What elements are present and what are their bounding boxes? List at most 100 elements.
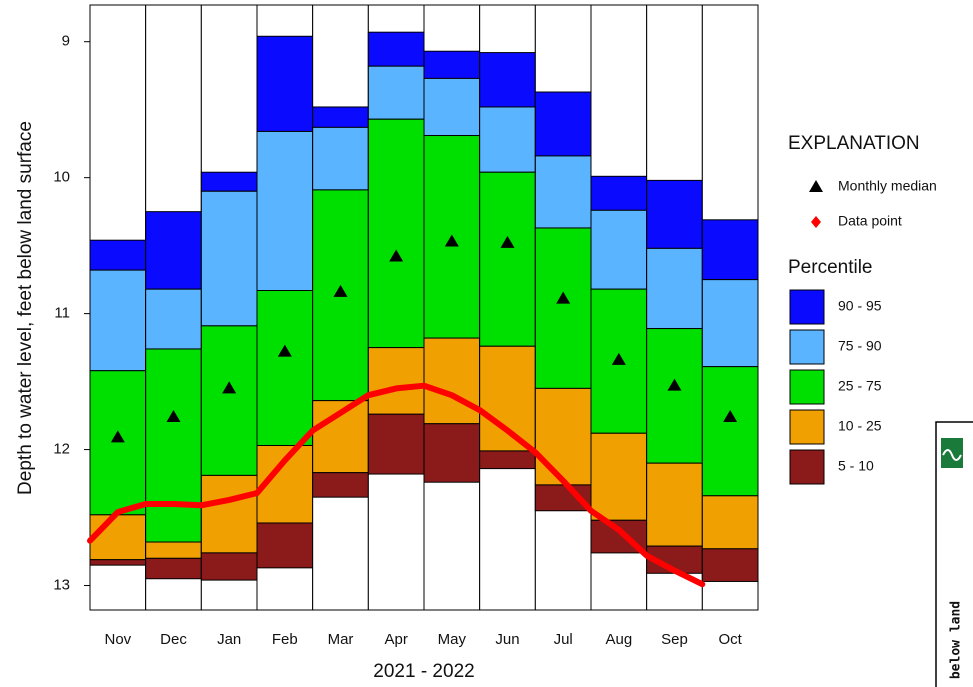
- median-marker: [723, 409, 738, 422]
- percentile-band: [479, 345, 536, 452]
- percentile-band: [145, 211, 202, 290]
- x-tick-label: Nov: [104, 631, 131, 648]
- median-marker: [611, 352, 626, 365]
- side-panel-text: below land: [949, 601, 964, 679]
- x-tick-label: Jan: [217, 631, 241, 648]
- percentile-band: [646, 247, 703, 330]
- percentile-band: [367, 118, 425, 349]
- percentile-band: [89, 239, 147, 271]
- legend-swatch: [789, 369, 825, 405]
- legend-label: 75 - 90: [838, 338, 882, 354]
- percentile-band: [701, 279, 759, 368]
- percentile-band: [479, 106, 536, 173]
- x-tick-label: Mar: [328, 631, 354, 648]
- percentile-band: [423, 50, 481, 79]
- percentile-band: [479, 52, 536, 108]
- percentile-band: [590, 175, 648, 211]
- x-tick-label: Dec: [160, 631, 187, 648]
- percentile-band: [89, 370, 147, 516]
- side-panel-logo-wave: [942, 449, 962, 461]
- legend-label: Monthly median: [838, 178, 937, 194]
- plot-frame: [89, 4, 759, 611]
- median-marker: [667, 378, 682, 391]
- legend-label: 25 - 75: [838, 378, 882, 394]
- median-marker: [222, 381, 237, 394]
- y-tick-label: 11: [54, 305, 70, 322]
- percentile-band: [145, 541, 202, 559]
- percentile-band: [423, 77, 481, 137]
- y-tick-label: 12: [53, 441, 70, 458]
- percentile-band: [256, 35, 314, 132]
- percentile-band: [89, 514, 147, 561]
- percentile-band: [312, 472, 369, 498]
- percentile-band: [256, 290, 314, 446]
- y-axis-title: Depth to water level, feet below land su…: [15, 121, 36, 495]
- percentile-band: [701, 366, 759, 497]
- median-marker: [333, 284, 348, 297]
- percentile-band: [89, 559, 147, 566]
- median-marker: [556, 291, 571, 304]
- x-tick-label: Feb: [272, 631, 298, 648]
- x-tick-label: May: [438, 631, 467, 648]
- percentile-band: [256, 522, 314, 569]
- percentile-band: [590, 209, 648, 290]
- x-tick-label: Jul: [554, 631, 573, 648]
- percentile-band: [646, 328, 703, 464]
- percentile-band: [367, 65, 425, 120]
- legend-median-marker: [809, 180, 823, 192]
- legend-label: 90 - 95: [838, 298, 882, 314]
- percentile-band: [367, 31, 425, 67]
- legend-data-marker: [811, 216, 821, 228]
- median-marker: [277, 344, 292, 357]
- side-panel: below land: [935, 421, 973, 687]
- percentile-band: [701, 219, 759, 281]
- percentile-band: [256, 130, 314, 292]
- median-marker: [110, 430, 125, 443]
- percentile-band: [312, 106, 369, 128]
- percentile-band: [590, 432, 648, 521]
- y-tick-label: 13: [53, 576, 70, 593]
- percentile-band: [646, 179, 703, 249]
- percentile-band: [312, 126, 369, 191]
- percentile-band: [200, 190, 258, 327]
- data-line: [87, 382, 706, 588]
- x-axis-title: 2021 - 2022: [373, 661, 474, 682]
- x-tick-label: Aug: [605, 631, 632, 648]
- legend-swatch: [789, 409, 825, 445]
- percentile-band: [534, 227, 592, 389]
- percentile-band: [145, 348, 202, 543]
- percentile-band: [423, 337, 481, 425]
- percentile-band: [200, 325, 258, 476]
- percentile-band: [534, 387, 592, 486]
- x-tick-label: Oct: [718, 631, 742, 648]
- percentile-band: [701, 548, 759, 582]
- x-tick-label: Jun: [495, 631, 519, 648]
- percentile-band: [145, 557, 202, 580]
- percentile-band: [200, 171, 258, 192]
- percentile-band: [423, 423, 481, 483]
- percentile-band: [534, 155, 592, 229]
- percentile-band: [367, 413, 425, 475]
- percentile-band: [89, 269, 147, 372]
- legend-swatch: [789, 289, 825, 325]
- legend-label: 5 - 10: [838, 458, 874, 474]
- x-tick-label: Apr: [384, 631, 407, 648]
- legend-title: EXPLANATION: [788, 133, 920, 154]
- median-marker: [389, 249, 404, 262]
- percentile-band: [479, 450, 536, 470]
- median-marker: [500, 235, 515, 248]
- percentile-band: [200, 552, 258, 581]
- percentile-band: [200, 474, 258, 554]
- median-marker: [444, 234, 459, 247]
- percentile-band: [646, 462, 703, 547]
- legend-label: 10 - 25: [838, 418, 882, 434]
- percentile-band: [479, 171, 536, 347]
- x-tick-label: Sep: [661, 631, 688, 648]
- percentile-band: [145, 288, 202, 350]
- percentile-title: Percentile: [788, 257, 873, 278]
- percentile-band: [367, 347, 425, 415]
- y-tick-label: 10: [53, 169, 70, 186]
- legend-label: Data point: [838, 213, 902, 229]
- y-tick-label: 9: [62, 33, 70, 50]
